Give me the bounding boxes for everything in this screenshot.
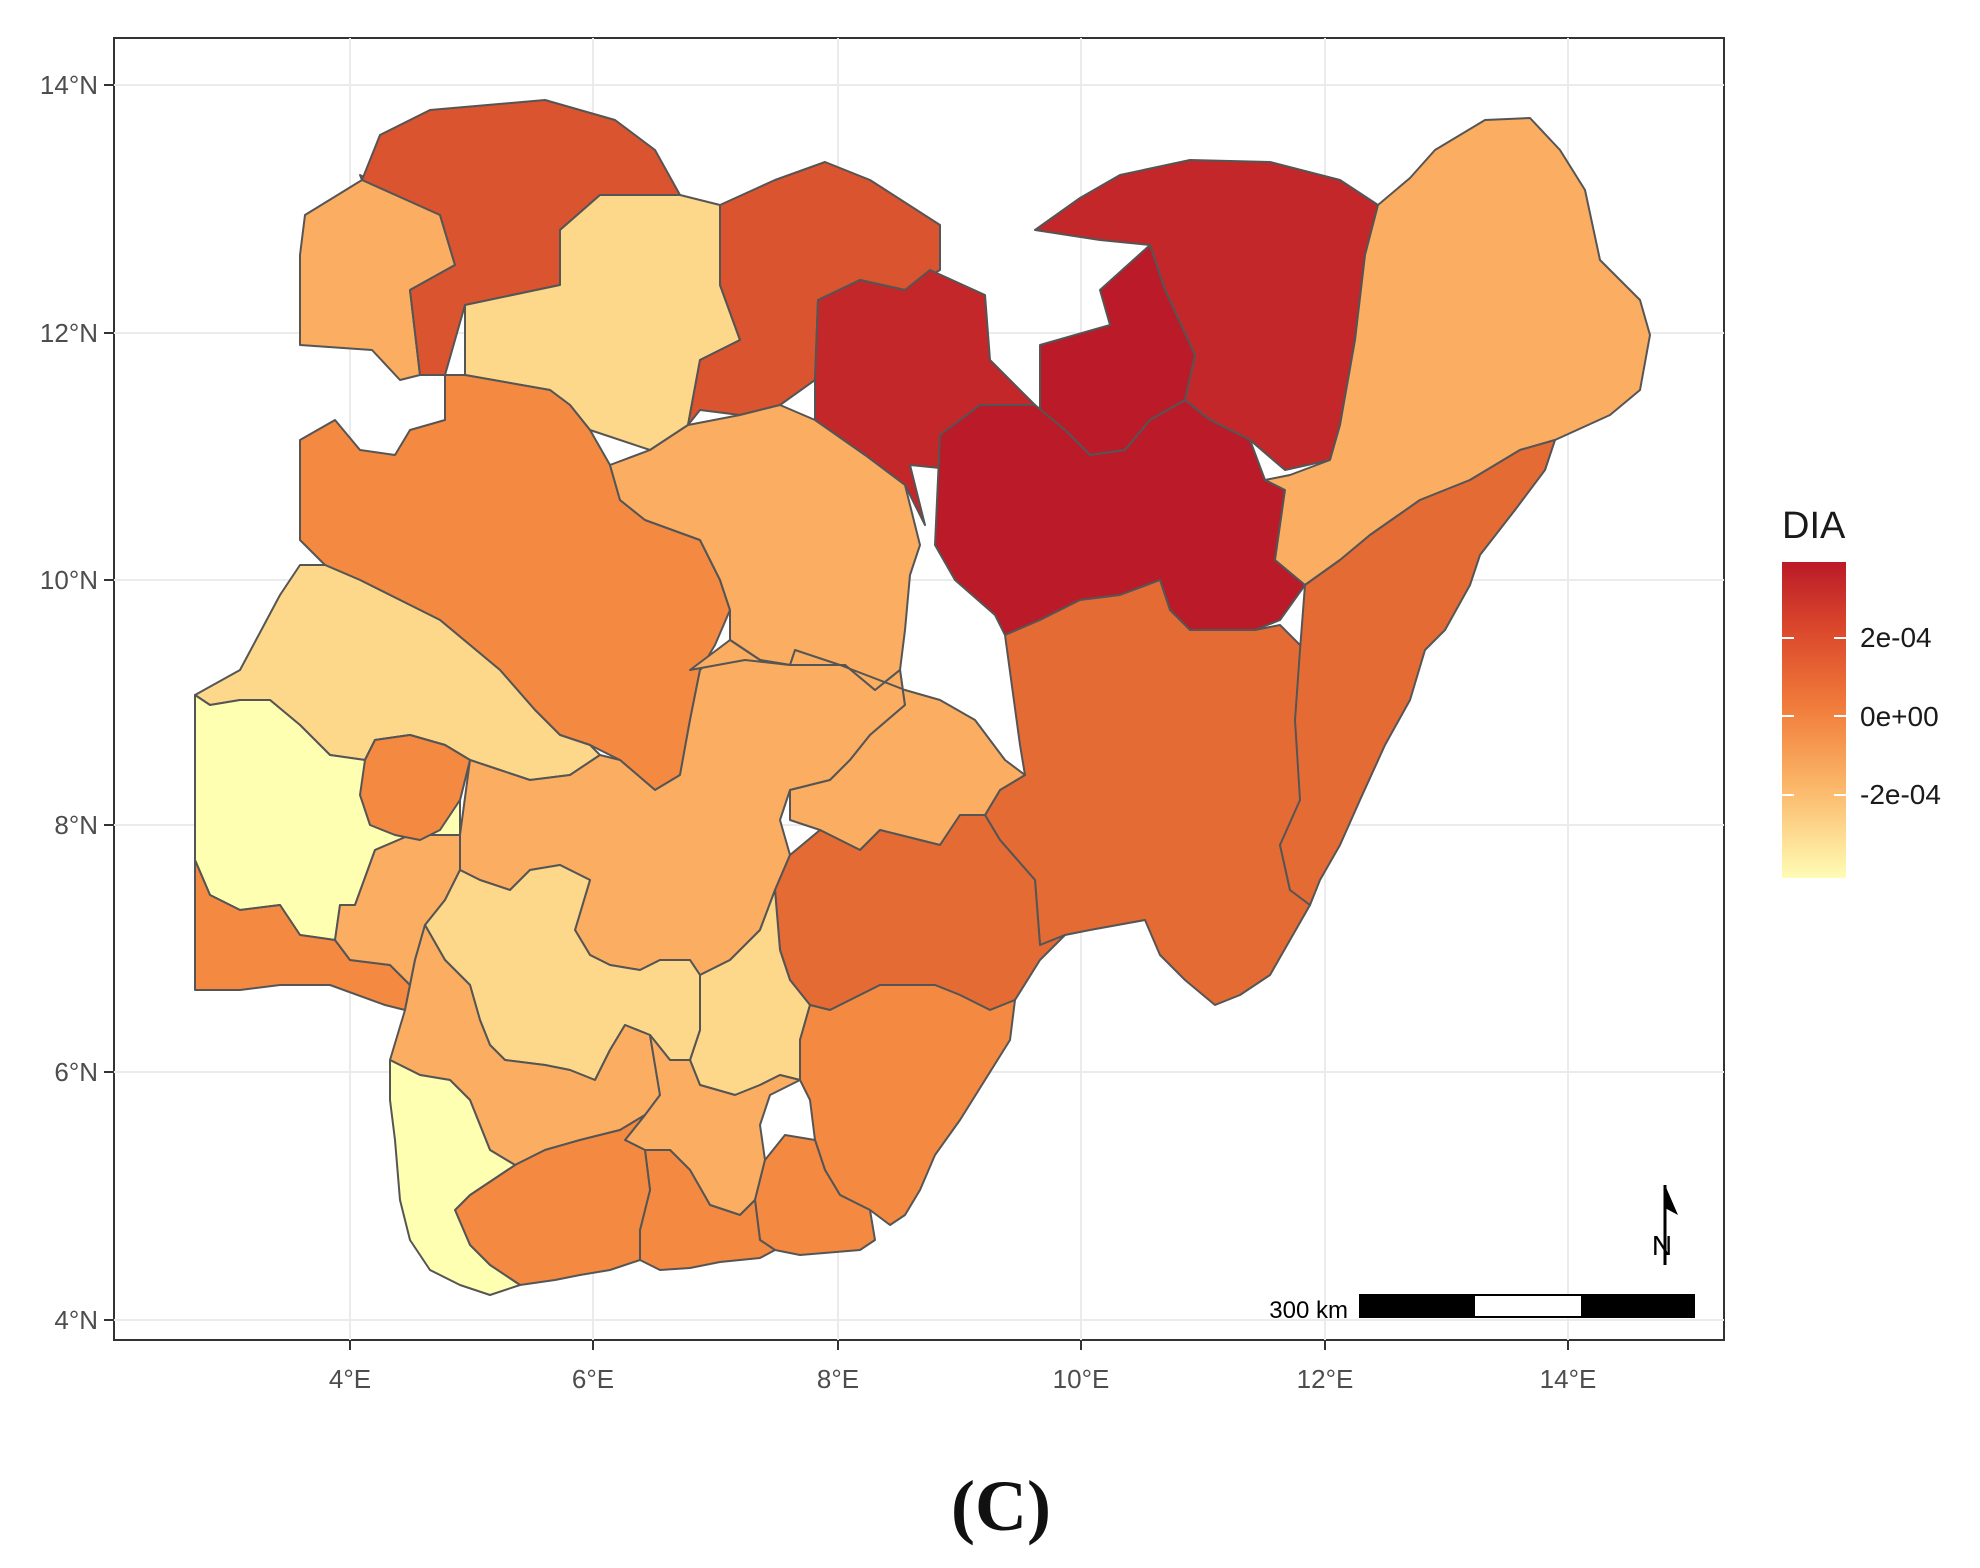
scale-bar-segment xyxy=(1473,1294,1583,1318)
axis-ticks xyxy=(104,84,1569,1350)
y-tick-label: 6°N xyxy=(54,1057,98,1087)
y-tick-label: 12°N xyxy=(40,318,98,348)
north-arrow-head xyxy=(1665,1185,1678,1215)
legend-title: DIA xyxy=(1782,505,1846,547)
panel-label: (C) xyxy=(951,1466,1051,1546)
y-tick-label: 10°N xyxy=(40,565,98,595)
north-arrow-label: N xyxy=(1652,1230,1672,1261)
legend-label: -2e-04 xyxy=(1860,779,1941,810)
x-tick-label: 8°E xyxy=(817,1364,859,1394)
scale-bar: 300 km xyxy=(1269,1294,1695,1324)
choropleth-regions xyxy=(194,99,1651,1296)
x-tick-label: 6°E xyxy=(572,1364,614,1394)
legend-ticks xyxy=(1782,637,1846,796)
x-tick-label: 10°E xyxy=(1053,1364,1110,1394)
legend: DIA 2e-04 0e+00 -2e-04 xyxy=(1782,505,1941,878)
state-region xyxy=(359,734,471,841)
north-arrow: N xyxy=(1652,1185,1678,1265)
x-tick-label: 12°E xyxy=(1297,1364,1354,1394)
y-tick-label: 14°N xyxy=(40,70,98,100)
state-region xyxy=(1279,439,1556,906)
state-region xyxy=(389,1059,521,1296)
y-tick-label: 8°N xyxy=(54,810,98,840)
x-tick-label: 4°E xyxy=(329,1364,371,1394)
scale-bar-label: 300 km xyxy=(1269,1297,1348,1324)
legend-colorbar xyxy=(1782,562,1846,878)
y-tick-label: 4°N xyxy=(54,1305,98,1335)
legend-label: 2e-04 xyxy=(1860,622,1932,653)
x-tick-label: 14°E xyxy=(1540,1364,1597,1394)
legend-label: 0e+00 xyxy=(1860,701,1939,732)
scale-bar-segment xyxy=(1359,1294,1475,1318)
scale-bar-segment xyxy=(1581,1294,1695,1318)
